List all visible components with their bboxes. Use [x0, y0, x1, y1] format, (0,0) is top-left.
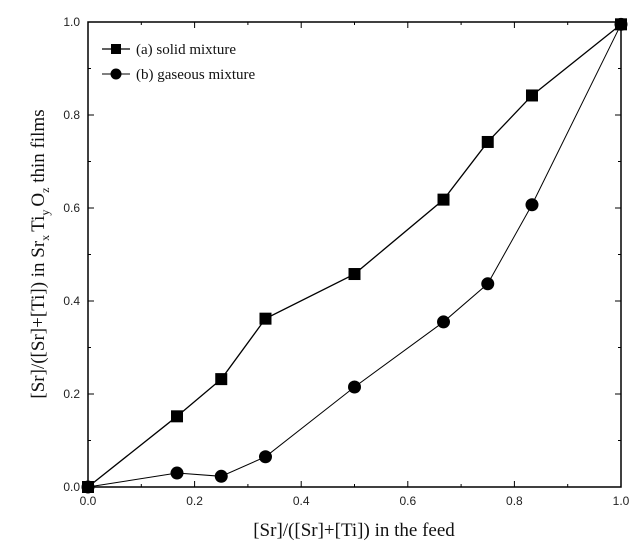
legend-marker-square	[111, 44, 121, 54]
axis-ticks: 0.0 0.2 0.4 0.6 0.8 1.0 0.0 0.2 0.4 0.6 0.8 1.0	[63, 15, 629, 508]
data-point-gaseous	[525, 198, 539, 212]
y-axis-title-sub-y: y	[38, 210, 52, 216]
x-tick-label: 0.8	[506, 494, 523, 508]
series-line-solid	[87, 23, 622, 488]
y-axis-title: [Sr]/([Sr]+[Ti]) in Srx TiyOz thin films	[28, 109, 52, 398]
legend-marker-circle	[110, 68, 122, 80]
x-tick-label: 0.4	[293, 494, 310, 508]
y-tick-label: 0.2	[63, 387, 80, 401]
y-tick-label: 0.0	[63, 480, 80, 494]
data-point-solid	[481, 135, 494, 148]
y-axis-title-sub-z: z	[38, 188, 52, 193]
legend-entry-solid: (a) solid mixture	[102, 42, 236, 58]
y-tick-label: 0.6	[63, 201, 80, 215]
data-point-solid	[259, 312, 272, 325]
y-axis-title-o: O	[28, 193, 49, 207]
data-point-gaseous	[481, 277, 495, 291]
data-point-solid	[215, 373, 228, 386]
data-point-solid	[348, 268, 361, 281]
data-point-solid	[171, 410, 184, 423]
x-tick-label: 0.6	[399, 494, 416, 508]
data-point-gaseous	[437, 315, 451, 329]
data-point-solid	[437, 193, 450, 206]
y-tick-label: 0.4	[63, 294, 80, 308]
series-line-gaseous	[87, 24, 622, 488]
x-tick-label: 0.2	[186, 494, 203, 508]
y-axis-title-suffix: thin films	[28, 109, 49, 187]
y-axis-title-ti: Ti	[28, 216, 49, 232]
data-point-gaseous	[214, 469, 228, 483]
data-series	[81, 17, 628, 494]
x-tick-label: 1.0	[613, 494, 630, 508]
legend-label-gaseous: (b) gaseous mixture	[136, 67, 255, 83]
x-tick-label: 0.0	[80, 494, 97, 508]
legend-label-solid: (a) solid mixture	[136, 42, 236, 58]
data-point-gaseous	[258, 450, 272, 464]
y-axis-title-prefix: [Sr]/([Sr]+[Ti]) in Sr	[28, 240, 49, 398]
data-point-solid	[525, 89, 538, 102]
y-tick-label: 1.0	[63, 15, 80, 29]
data-point-gaseous	[81, 480, 95, 494]
data-point-gaseous	[348, 380, 361, 394]
data-point-gaseous	[170, 466, 184, 480]
data-point-gaseous	[614, 17, 628, 31]
y-axis-title-sub-x: x	[38, 235, 52, 241]
x-axis-title: [Sr]/([Sr]+[Ti]) in the feed	[253, 520, 455, 541]
legend: (a) solid mixture (b) gaseous mixture	[102, 42, 255, 83]
legend-entry-gaseous: (b) gaseous mixture	[102, 67, 255, 83]
y-tick-label: 0.8	[63, 108, 80, 122]
plot-frame	[87, 21, 622, 488]
